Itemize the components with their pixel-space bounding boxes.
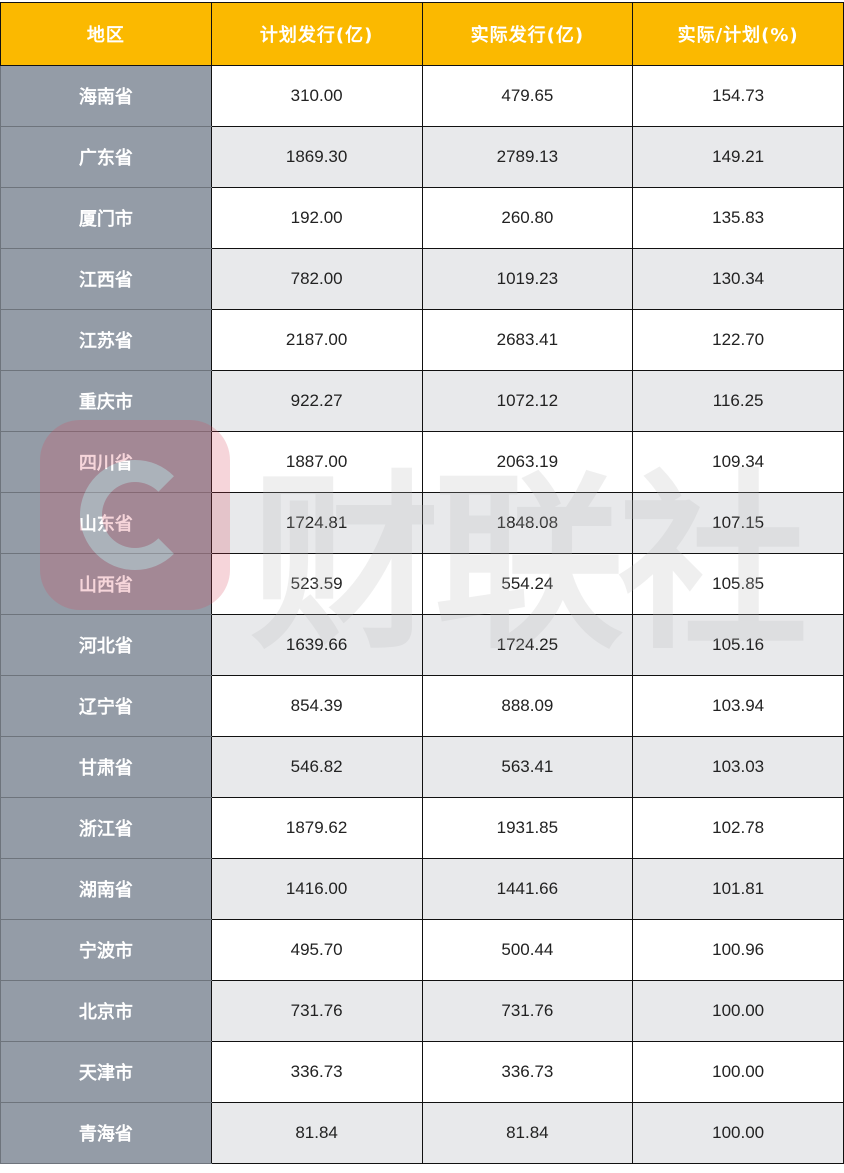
cell-actual: 563.41: [421, 736, 634, 798]
table-row: 北京市 731.76 731.76 100.00: [0, 980, 844, 1042]
cell-actual: 81.84: [421, 1102, 634, 1164]
cell-ratio: 109.34: [632, 431, 844, 493]
cell-actual: 1072.12: [421, 370, 634, 432]
header-planned: 计划发行(亿): [210, 2, 423, 66]
cell-ratio: 105.85: [632, 553, 844, 615]
cell-planned: 495.70: [210, 919, 423, 981]
table-row: 四川省 1887.00 2063.19 109.34: [0, 431, 844, 493]
cell-planned: 1869.30: [210, 126, 423, 188]
table-row: 宁波市 495.70 500.44 100.96: [0, 919, 844, 981]
table-row: 山东省 1724.81 1848.08 107.15: [0, 492, 844, 554]
cell-actual: 554.24: [421, 553, 634, 615]
cell-ratio: 107.15: [632, 492, 844, 554]
cell-ratio: 101.81: [632, 858, 844, 920]
cell-actual: 1441.66: [421, 858, 634, 920]
cell-region: 海南省: [0, 65, 212, 127]
cell-planned: 546.82: [210, 736, 423, 798]
table-row: 辽宁省 854.39 888.09 103.94: [0, 675, 844, 737]
cell-region: 四川省: [0, 431, 212, 493]
cell-planned: 854.39: [210, 675, 423, 737]
cell-region: 重庆市: [0, 370, 212, 432]
cell-ratio: 100.96: [632, 919, 844, 981]
cell-actual: 2789.13: [421, 126, 634, 188]
cell-ratio: 102.78: [632, 797, 844, 859]
table-row: 海南省 310.00 479.65 154.73: [0, 65, 844, 127]
cell-region: 山西省: [0, 553, 212, 615]
header-row: 地区 计划发行(亿) 实际发行(亿) 实际/计划(%): [0, 2, 844, 66]
cell-region: 江西省: [0, 248, 212, 310]
cell-planned: 782.00: [210, 248, 423, 310]
cell-planned: 1416.00: [210, 858, 423, 920]
cell-planned: 310.00: [210, 65, 423, 127]
cell-region: 江苏省: [0, 309, 212, 371]
cell-actual: 479.65: [421, 65, 634, 127]
table-row: 厦门市 192.00 260.80 135.83: [0, 187, 844, 249]
cell-actual: 336.73: [421, 1041, 634, 1103]
table-row: 山西省 523.59 554.24 105.85: [0, 553, 844, 615]
cell-region: 辽宁省: [0, 675, 212, 737]
cell-actual: 2063.19: [421, 431, 634, 493]
table-row: 江西省 782.00 1019.23 130.34: [0, 248, 844, 310]
cell-ratio: 149.21: [632, 126, 844, 188]
cell-ratio: 154.73: [632, 65, 844, 127]
cell-region: 广东省: [0, 126, 212, 188]
cell-region: 北京市: [0, 980, 212, 1042]
cell-actual: 1848.08: [421, 492, 634, 554]
header-actual: 实际发行(亿): [421, 2, 634, 66]
cell-planned: 731.76: [210, 980, 423, 1042]
cell-region: 青海省: [0, 1102, 212, 1164]
cell-region: 宁波市: [0, 919, 212, 981]
cell-actual: 260.80: [421, 187, 634, 249]
cell-planned: 1724.81: [210, 492, 423, 554]
header-ratio: 实际/计划(%): [632, 2, 844, 66]
cell-region: 浙江省: [0, 797, 212, 859]
header-region: 地区: [0, 2, 212, 66]
cell-ratio: 105.16: [632, 614, 844, 676]
cell-planned: 336.73: [210, 1041, 423, 1103]
cell-region: 厦门市: [0, 187, 212, 249]
table-row: 江苏省 2187.00 2683.41 122.70: [0, 309, 844, 371]
cell-ratio: 100.00: [632, 1102, 844, 1164]
cell-planned: 922.27: [210, 370, 423, 432]
cell-region: 山东省: [0, 492, 212, 554]
table-row: 青海省 81.84 81.84 100.00: [0, 1102, 844, 1164]
table-row: 天津市 336.73 336.73 100.00: [0, 1041, 844, 1103]
cell-planned: 81.84: [210, 1102, 423, 1164]
cell-planned: 523.59: [210, 553, 423, 615]
cell-region: 甘肃省: [0, 736, 212, 798]
cell-region: 湖南省: [0, 858, 212, 920]
cell-actual: 500.44: [421, 919, 634, 981]
cell-ratio: 122.70: [632, 309, 844, 371]
cell-ratio: 135.83: [632, 187, 844, 249]
cell-actual: 1931.85: [421, 797, 634, 859]
cell-planned: 1887.00: [210, 431, 423, 493]
cell-ratio: 103.03: [632, 736, 844, 798]
table-row: 浙江省 1879.62 1931.85 102.78: [0, 797, 844, 859]
cell-ratio: 100.00: [632, 980, 844, 1042]
table-row: 重庆市 922.27 1072.12 116.25: [0, 370, 844, 432]
cell-ratio: 103.94: [632, 675, 844, 737]
cell-actual: 1724.25: [421, 614, 634, 676]
table-row: 河北省 1639.66 1724.25 105.16: [0, 614, 844, 676]
cell-planned: 1879.62: [210, 797, 423, 859]
cell-ratio: 116.25: [632, 370, 844, 432]
cell-actual: 2683.41: [421, 309, 634, 371]
cell-actual: 731.76: [421, 980, 634, 1042]
cell-planned: 2187.00: [210, 309, 423, 371]
cell-actual: 888.09: [421, 675, 634, 737]
table-row: 湖南省 1416.00 1441.66 101.81: [0, 858, 844, 920]
cell-region: 天津市: [0, 1041, 212, 1103]
cell-planned: 192.00: [210, 187, 423, 249]
cell-actual: 1019.23: [421, 248, 634, 310]
table-row: 广东省 1869.30 2789.13 149.21: [0, 126, 844, 188]
cell-region: 河北省: [0, 614, 212, 676]
cell-ratio: 100.00: [632, 1041, 844, 1103]
cell-ratio: 130.34: [632, 248, 844, 310]
cell-planned: 1639.66: [210, 614, 423, 676]
table-row: 甘肃省 546.82 563.41 103.03: [0, 736, 844, 798]
